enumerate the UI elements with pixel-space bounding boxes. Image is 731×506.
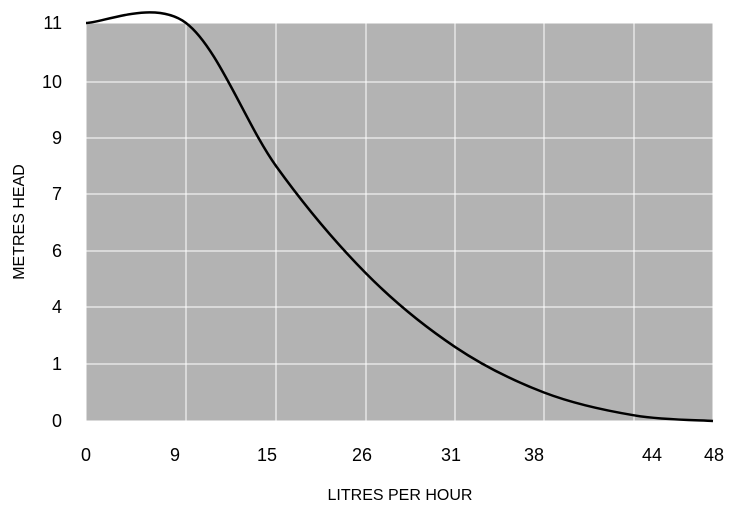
y-tick-label: 0	[52, 411, 62, 431]
x-tick-label: 9	[170, 445, 180, 465]
y-tick-label: 10	[42, 72, 62, 92]
y-tick-label: 9	[52, 128, 62, 148]
y-axis-ticks: 0 1 4 6 7 9 10 11	[42, 13, 62, 431]
gridlines	[85, 22, 714, 422]
y-tick-label: 11	[43, 13, 62, 33]
y-tick-label: 4	[52, 297, 62, 317]
x-tick-label: 0	[81, 445, 91, 465]
y-tick-label: 6	[52, 241, 62, 261]
pump-curve-line	[85, 11, 714, 423]
x-tick-label: 38	[524, 445, 544, 465]
x-tick-label: 31	[441, 445, 461, 465]
x-tick-label: 44	[642, 445, 662, 465]
x-axis-title: LITRES PER HOUR	[328, 487, 473, 504]
y-tick-label: 1	[52, 354, 62, 374]
x-tick-label: 26	[352, 445, 372, 465]
y-tick-label: 7	[52, 184, 62, 204]
x-tick-label: 48	[704, 445, 724, 465]
plot-area	[86, 23, 713, 421]
x-axis-ticks: 0 9 15 26 31 38 44 48	[81, 445, 724, 465]
x-tick-label: 15	[257, 445, 277, 465]
y-axis-title: METRES HEAD	[11, 164, 28, 280]
